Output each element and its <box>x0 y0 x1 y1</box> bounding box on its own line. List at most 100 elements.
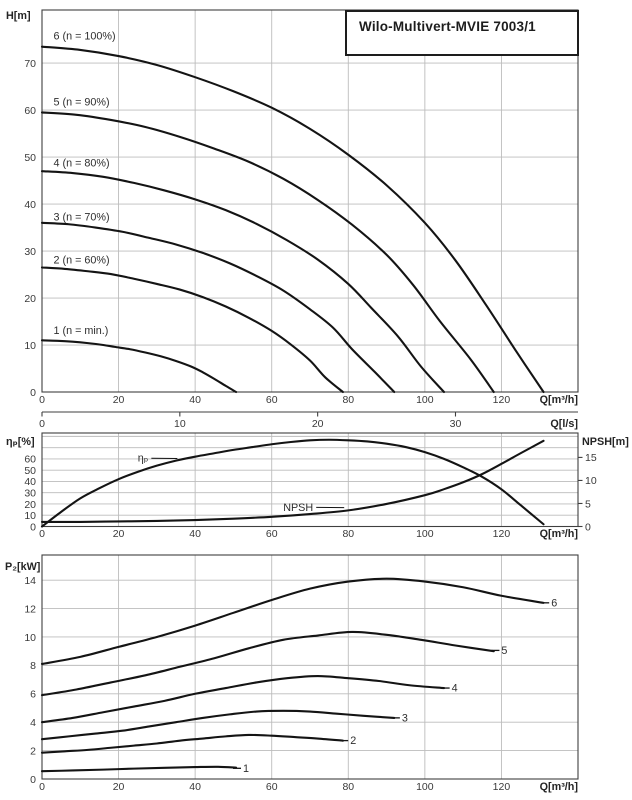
y-tick-label: 10 <box>24 632 36 644</box>
y-tick-label: 30 <box>24 246 36 258</box>
left-tick-label: 30 <box>24 488 36 500</box>
right-tick-label: 5 <box>585 498 591 510</box>
y-tick-label: 14 <box>24 575 36 587</box>
curve-npsh <box>40 439 545 523</box>
x-tick-label: 40 <box>189 528 201 540</box>
x-axis-label: Q[m³/h] <box>540 528 578 540</box>
x-tick-label: 60 <box>266 781 278 793</box>
plot-frame <box>41 432 579 528</box>
curve-1 <box>40 339 238 394</box>
curve-label-5: 5 (n = 90%) <box>53 96 109 108</box>
y-axis-label: H[m] <box>6 10 31 22</box>
right-tick-label: 0 <box>585 521 591 533</box>
x-tick-label: 40 <box>189 781 201 793</box>
y-tick-label: 6 <box>30 689 36 701</box>
y-tick-label: 10 <box>24 340 36 352</box>
curve-label-npsh: NPSH <box>283 502 313 514</box>
x-tick-label: 60 <box>266 394 278 406</box>
x-tick-label: 0 <box>39 528 45 540</box>
x-tick-label: 100 <box>416 528 434 540</box>
curve-6 <box>40 45 545 394</box>
left-axis-label: ηₚ[%] <box>6 436 35 448</box>
x-tick-label: 120 <box>493 781 511 793</box>
left-tick-label: 20 <box>24 499 36 511</box>
x-tick-label: 0 <box>39 781 45 793</box>
grid <box>42 555 578 779</box>
title-box: Wilo-Multivert-MVIE 7003/1 <box>345 10 579 56</box>
x-tick-label: 80 <box>342 528 354 540</box>
right-axis-label: NPSH[m] <box>582 436 629 448</box>
x-axis-label: Q[m³/h] <box>540 781 578 793</box>
curve-2 <box>40 733 344 754</box>
x-tick-label: 40 <box>189 394 201 406</box>
y-tick-label: 20 <box>24 293 36 305</box>
curve-eta <box>40 438 545 528</box>
plot-frame <box>41 9 579 393</box>
curve-label-1: 1 <box>243 763 249 775</box>
left-tick-label: 10 <box>24 510 36 522</box>
y-tick-label: 12 <box>24 603 36 615</box>
curve-label-2: 2 (n = 60%) <box>53 255 109 267</box>
x-tick-label: 20 <box>113 528 125 540</box>
curve-label-3: 3 (n = 70%) <box>53 211 109 223</box>
curve-3 <box>40 221 396 394</box>
curve-label-6: 6 <box>551 597 557 609</box>
right-tick-label: 10 <box>585 475 597 487</box>
y-tick-label: 0 <box>30 387 36 399</box>
chart-head-flow: 0 20 40 60 80 100 120010203040506070H[m]Q[m³/h… <box>6 9 579 430</box>
curve-label-5: 5 <box>501 645 507 657</box>
x-axis-label: Q[m³/h] <box>540 394 578 406</box>
left-tick-label: 60 <box>24 454 36 466</box>
left-tick-label: 0 <box>30 521 36 533</box>
curve-label-1: 1 (n = min.) <box>53 325 108 337</box>
right-tick-label: 15 <box>585 452 597 464</box>
y-tick-label: 0 <box>30 774 36 786</box>
secondary-tick-label: 10 <box>174 418 186 430</box>
curve-label-4: 4 <box>452 683 458 695</box>
x-tick-label: 60 <box>266 528 278 540</box>
y-tick-label: 60 <box>24 105 36 117</box>
x-tick-label: 20 <box>113 781 125 793</box>
grid <box>42 433 578 527</box>
secondary-tick-label: 30 <box>450 418 462 430</box>
y-tick-label: 8 <box>30 660 36 672</box>
secondary-axis-label: Q[l/s] <box>550 418 578 430</box>
x-tick-label: 120 <box>493 394 511 406</box>
secondary-x-axis: 0 10 20 30 Q[l/s] <box>39 411 578 430</box>
y-tick-label: 70 <box>24 58 36 70</box>
x-tick-label: 100 <box>416 394 434 406</box>
x-tick-label: 0 <box>39 394 45 406</box>
x-tick-label: 100 <box>416 781 434 793</box>
grid <box>42 10 578 392</box>
curve-label-2: 2 <box>350 735 356 747</box>
left-tick-label: 50 <box>24 465 36 477</box>
curve-label-6: 6 (n = 100%) <box>53 31 115 43</box>
x-tick-label: 120 <box>493 528 511 540</box>
y-tick-label: 40 <box>24 199 36 211</box>
curve-4 <box>40 674 446 724</box>
curve-4 <box>40 170 446 394</box>
curve-label-4: 4 (n = 80%) <box>53 157 109 169</box>
secondary-tick-label: 0 <box>39 418 45 430</box>
curve-6 <box>40 577 545 665</box>
y-tick-label: 50 <box>24 152 36 164</box>
curve-label-3: 3 <box>402 712 408 724</box>
curve-label-eta: ηₚ <box>138 453 149 465</box>
secondary-tick-label: 20 <box>312 418 324 430</box>
curve-3 <box>40 709 396 741</box>
curve-5 <box>40 630 495 697</box>
curve-2 <box>40 266 344 394</box>
plot-frame <box>41 554 579 780</box>
chart-power-flow: 0 20 40 60 80 100 12002468101214P₂[kW]Q[m³/h]6… <box>5 554 579 793</box>
left-tick-label: 40 <box>24 476 36 488</box>
y-tick-label: 4 <box>30 717 36 729</box>
y-tick-label: 2 <box>30 745 36 757</box>
page-title: Wilo-Multivert-MVIE 7003/1 <box>359 19 536 34</box>
curve-1 <box>40 765 238 773</box>
x-tick-label: 80 <box>342 781 354 793</box>
x-tick-label: 80 <box>342 394 354 406</box>
x-tick-label: 20 <box>113 394 125 406</box>
